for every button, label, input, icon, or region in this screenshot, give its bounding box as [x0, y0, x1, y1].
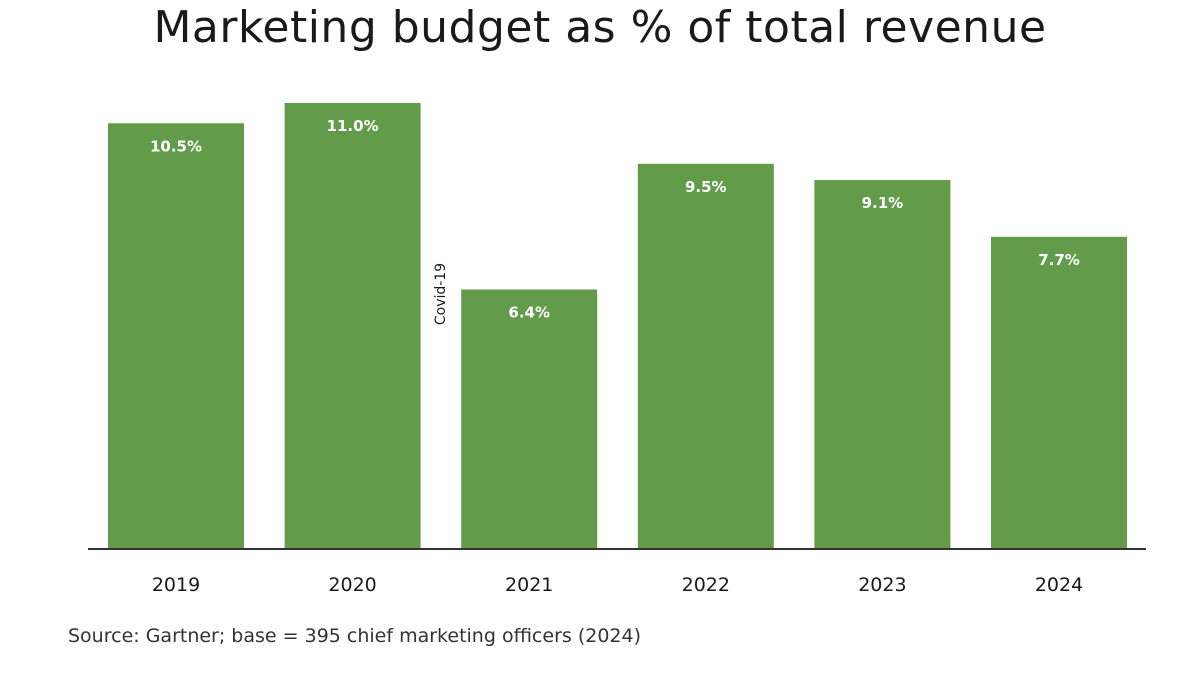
chart-title: Marketing budget as % of total revenue	[153, 2, 1047, 53]
x-tick-label-2019: 2019	[152, 574, 200, 596]
x-tick-labels-layer: 2019 2020 2021 2022 2023 2024	[152, 574, 1083, 596]
annotation-layer: Covid-19	[433, 263, 449, 325]
value-label-2019: 10.5%	[150, 137, 202, 155]
value-label-2024: 7.7%	[1038, 251, 1080, 269]
value-labels-layer: 10.5% 11.0% 6.4% 9.5% 9.1% 7.7%	[150, 117, 1080, 322]
bar-2019	[108, 123, 244, 549]
value-label-2023: 9.1%	[862, 194, 904, 212]
bar-2022	[637, 163, 774, 549]
x-tick-label-2020: 2020	[328, 574, 376, 596]
bar-2020	[284, 103, 421, 549]
x-tick-label-2024: 2024	[1035, 574, 1083, 596]
annotation-label: Covid-19	[433, 263, 449, 325]
x-tick-label-2023: 2023	[858, 574, 906, 596]
bars-layer	[108, 103, 1127, 550]
bar-2024	[991, 236, 1127, 550]
value-label-2022: 9.5%	[685, 178, 727, 196]
value-label-2021: 6.4%	[508, 304, 550, 322]
x-tick-label-2021: 2021	[505, 574, 553, 596]
bar-2021	[461, 289, 598, 549]
x-tick-label-2022: 2022	[682, 574, 730, 596]
source-note: Source: Gartner; base = 395 chief market…	[68, 625, 641, 647]
bar-2023	[814, 180, 951, 549]
value-label-2020: 11.0%	[327, 117, 379, 135]
